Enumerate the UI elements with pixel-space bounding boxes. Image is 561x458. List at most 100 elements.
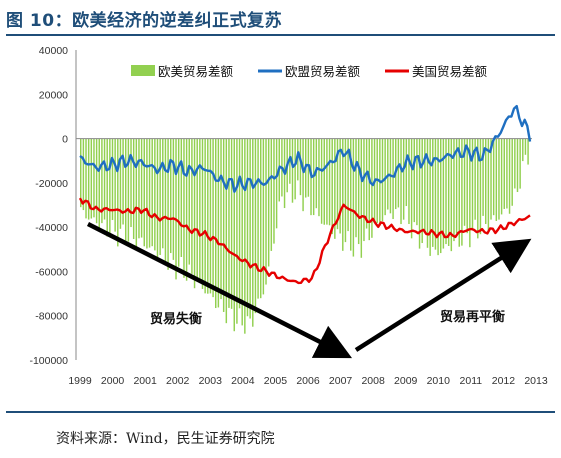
y-tick-label: -60000	[35, 266, 68, 278]
bar-mark	[511, 138, 513, 206]
line-series-group	[78, 104, 532, 285]
bar-mark	[347, 138, 349, 232]
bar-mark	[519, 138, 521, 189]
bar-mark	[273, 138, 275, 244]
bar-mark	[527, 138, 529, 165]
bar-mark	[363, 138, 365, 242]
bar-mark	[191, 138, 193, 274]
y-tick-label: -20000	[35, 178, 68, 190]
bar-mark	[212, 138, 214, 298]
bar-mark	[416, 138, 418, 226]
bar-mark	[445, 138, 447, 245]
bar-mark	[230, 138, 233, 309]
y-tick-label: -80000	[35, 311, 68, 323]
bar-series-group	[80, 138, 529, 334]
figure-title: 图 10：欧美经济的逆差纠正式复苏	[6, 11, 283, 31]
bar-mark	[334, 138, 336, 239]
bar-mark	[151, 138, 153, 247]
bar-mark	[85, 138, 87, 219]
bar-mark	[109, 138, 111, 237]
bar-mark	[275, 138, 278, 229]
rebalance-arrow	[354, 238, 532, 352]
x-tick-label: 1999	[68, 375, 92, 387]
bar-mark	[392, 138, 394, 220]
bar-mark	[461, 138, 463, 246]
bar-mark	[135, 138, 138, 249]
bar-mark	[246, 138, 249, 317]
bar-mark	[474, 138, 476, 220]
bar-mark	[355, 138, 357, 238]
bar-mark	[217, 138, 220, 308]
bar-mark	[506, 138, 508, 209]
y-tick-label: 0	[62, 134, 68, 146]
x-tick-label: 2013	[524, 375, 548, 387]
x-tick-label: 2007	[329, 375, 353, 387]
series-line	[79, 104, 532, 193]
bar-mark	[111, 138, 114, 221]
x-tick-label: 2010	[427, 375, 451, 387]
x-tick-label: 2008	[361, 375, 385, 387]
bar-mark	[477, 138, 479, 239]
bar-mark	[466, 138, 468, 234]
bar-mark	[233, 138, 235, 332]
legend-swatch	[131, 65, 155, 76]
bar-mark	[98, 138, 100, 232]
bar-mark	[498, 138, 500, 220]
bar-mark	[164, 138, 167, 264]
bar-mark	[138, 138, 140, 239]
x-tick-label: 2004	[231, 375, 255, 387]
bar-mark	[508, 138, 511, 214]
bar-mark	[162, 138, 164, 249]
legend-label: 欧盟贸易差额	[285, 64, 361, 79]
bar-mark	[522, 138, 524, 162]
bar-mark	[469, 138, 471, 248]
bar-mark	[352, 138, 355, 257]
bar-mark	[125, 138, 127, 246]
annotation-imbalance: 贸易失衡	[150, 311, 202, 327]
bar-mark	[331, 138, 333, 235]
bar-mark	[80, 138, 82, 208]
bar-mark	[196, 138, 198, 282]
bar-mark	[252, 138, 254, 327]
bar-mark	[82, 138, 85, 211]
source-note: 资料来源：Wind，民生证券研究院	[56, 431, 275, 447]
bar-mark	[495, 138, 498, 221]
x-tick-label: 2009	[394, 375, 418, 387]
bar-mark	[127, 138, 130, 242]
bar-mark	[482, 138, 484, 216]
bar-mark	[365, 138, 368, 229]
x-tick-label: 2006	[296, 375, 320, 387]
bar-mark	[93, 138, 95, 218]
bar-mark	[368, 138, 370, 241]
trade-balance-chart: 40000 20000 0 -20000 -40000 -60000 -80000 -1000…	[29, 45, 548, 387]
bar-mark	[408, 138, 410, 224]
bar-mark	[455, 138, 458, 234]
bar-mark	[323, 138, 325, 225]
x-tick-label: 2000	[101, 375, 125, 387]
bar-mark	[402, 138, 405, 220]
bar-mark	[183, 138, 185, 278]
bar-mark	[320, 138, 323, 224]
imbalance-arrow	[86, 221, 353, 359]
bar-mark	[228, 138, 230, 308]
bar-mark	[479, 138, 482, 235]
y-tick-label: 20000	[39, 89, 68, 101]
x-axis-ticks: 1999 2000 2001 2002 2003 2004 2005 2006 2007 2008…	[68, 375, 548, 387]
bar-mark	[302, 138, 304, 212]
bar-mark	[336, 138, 339, 230]
bar-mark	[215, 138, 217, 309]
bar-mark	[318, 138, 320, 217]
bar-mark	[265, 138, 267, 285]
footer-divider	[6, 411, 555, 413]
bar-mark	[418, 138, 421, 249]
bar-mark	[344, 138, 347, 243]
bar-mark	[432, 138, 434, 247]
bar-mark	[114, 138, 116, 232]
bar-mark	[516, 138, 519, 193]
bar-mark	[249, 138, 251, 319]
bar-mark	[357, 138, 360, 245]
bar-mark	[291, 138, 294, 203]
bar-mark	[299, 138, 302, 196]
x-tick-label: 2011	[460, 375, 483, 387]
bar-mark	[222, 138, 225, 312]
